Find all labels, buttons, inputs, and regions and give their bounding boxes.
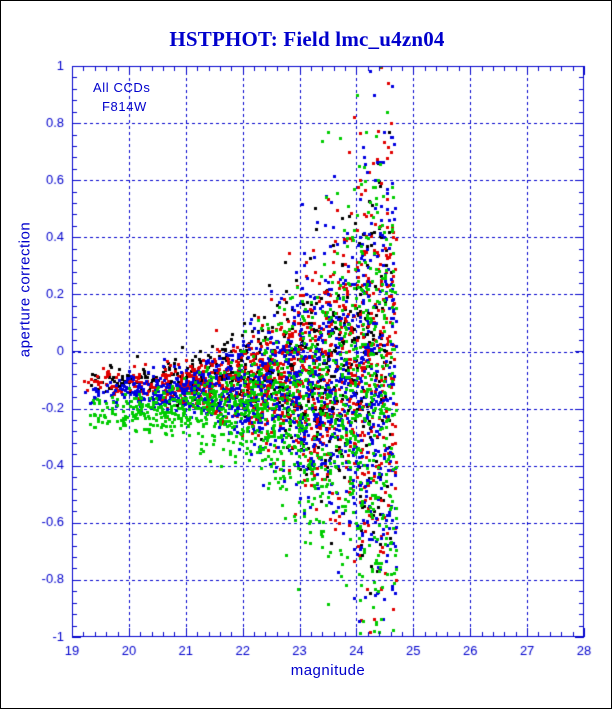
annotation-all-ccds: All CCDs — [93, 80, 151, 95]
annotation-filter: F814W — [102, 99, 147, 114]
y-axis-label: aperture correction — [16, 221, 34, 358]
x-axis-label: magnitude — [290, 662, 366, 679]
